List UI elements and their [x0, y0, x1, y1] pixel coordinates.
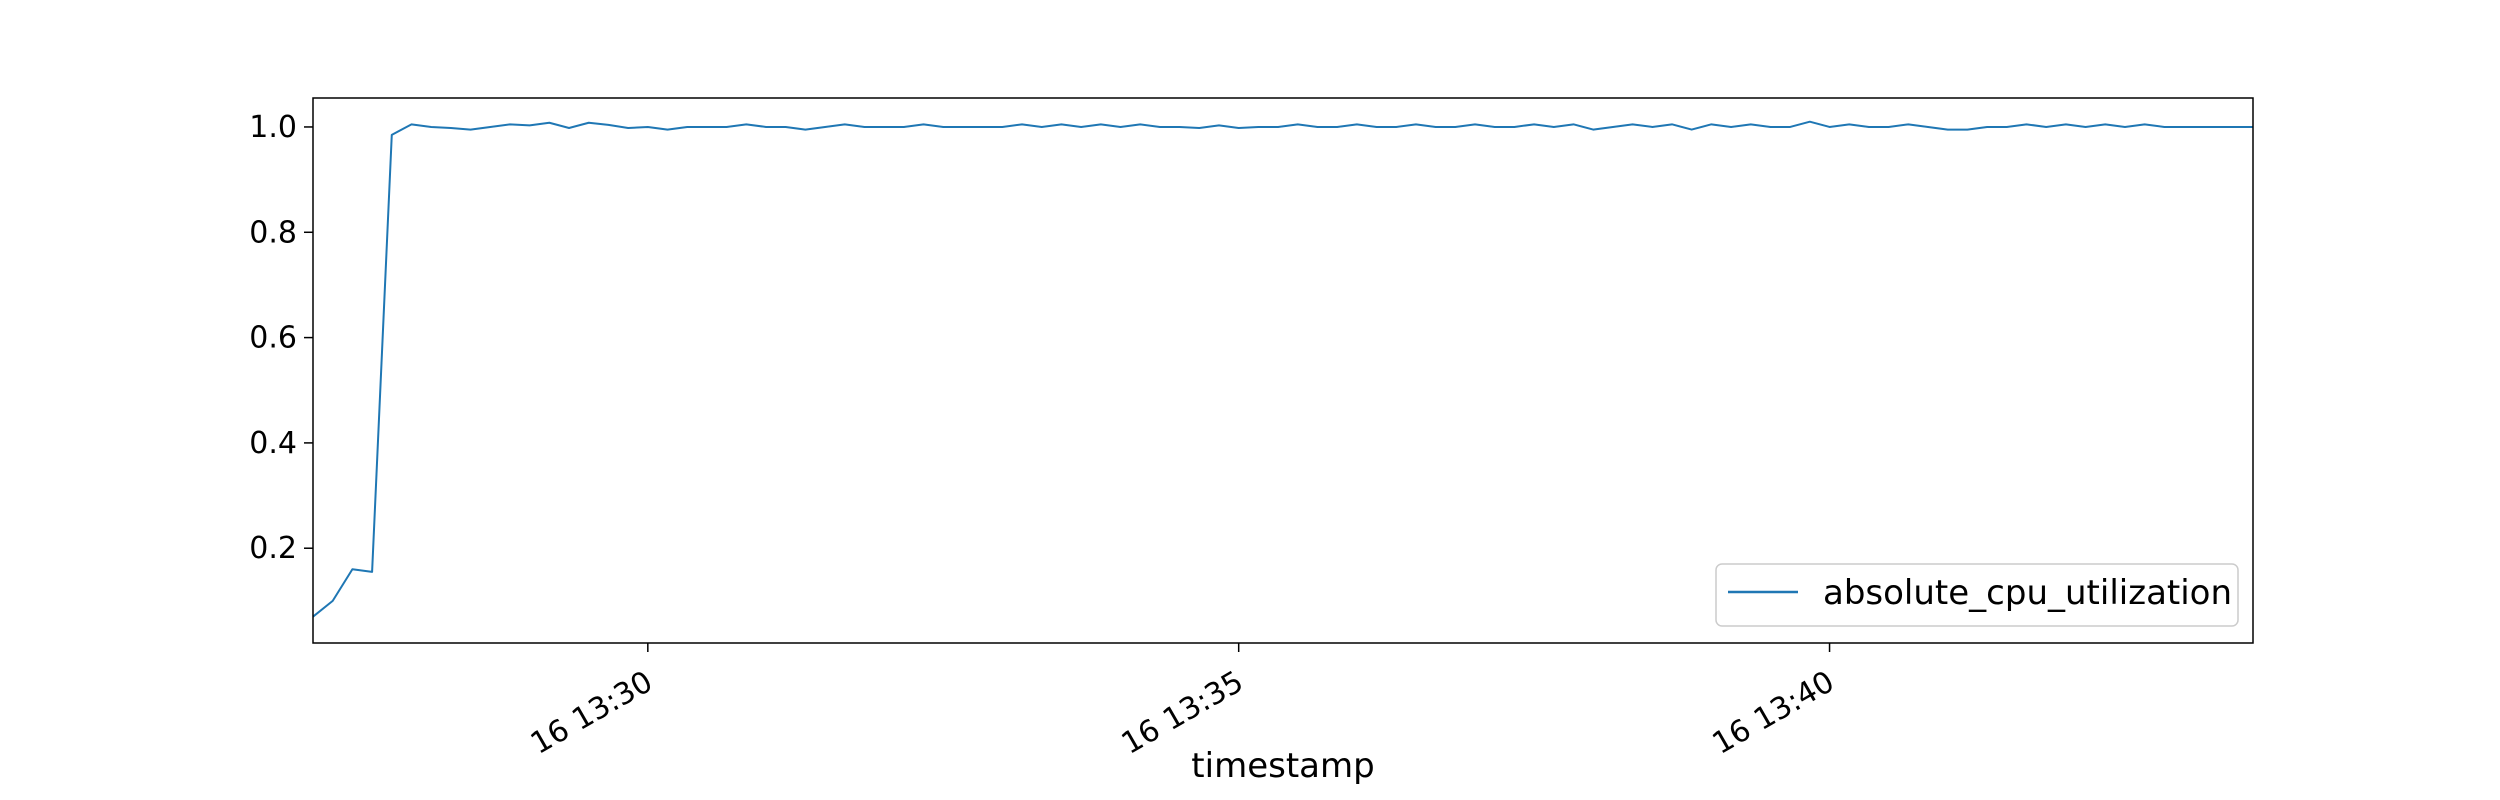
plot-frame [312, 97, 2254, 644]
legend-label: absolute_cpu_utilization [1823, 573, 2232, 613]
y-axis-ticks: 0.2 0.4 0.6 0.8 1.0 [249, 110, 313, 566]
y-tick-label: 0.6 [249, 321, 297, 356]
x-axis-ticks: 16 13:30 16 13:35 16 13:40 [525, 643, 1840, 762]
y-tick-label: 1.0 [249, 110, 297, 145]
x-tick-label: 16 13:30 [525, 664, 659, 761]
x-tick-label: 16 13:40 [1707, 664, 1841, 761]
y-tick-label: 0.2 [249, 531, 297, 566]
y-tick-label: 0.4 [249, 426, 297, 461]
series-line-absolute-cpu-utilization [312, 120, 2253, 618]
series-layer [312, 120, 2253, 618]
legend: absolute_cpu_utilization [1715, 563, 2239, 627]
legend-box [1715, 563, 2239, 627]
y-tick-label: 0.8 [249, 215, 297, 250]
x-axis-label: timestamp [1191, 746, 1374, 786]
plot-area [313, 98, 2253, 643]
